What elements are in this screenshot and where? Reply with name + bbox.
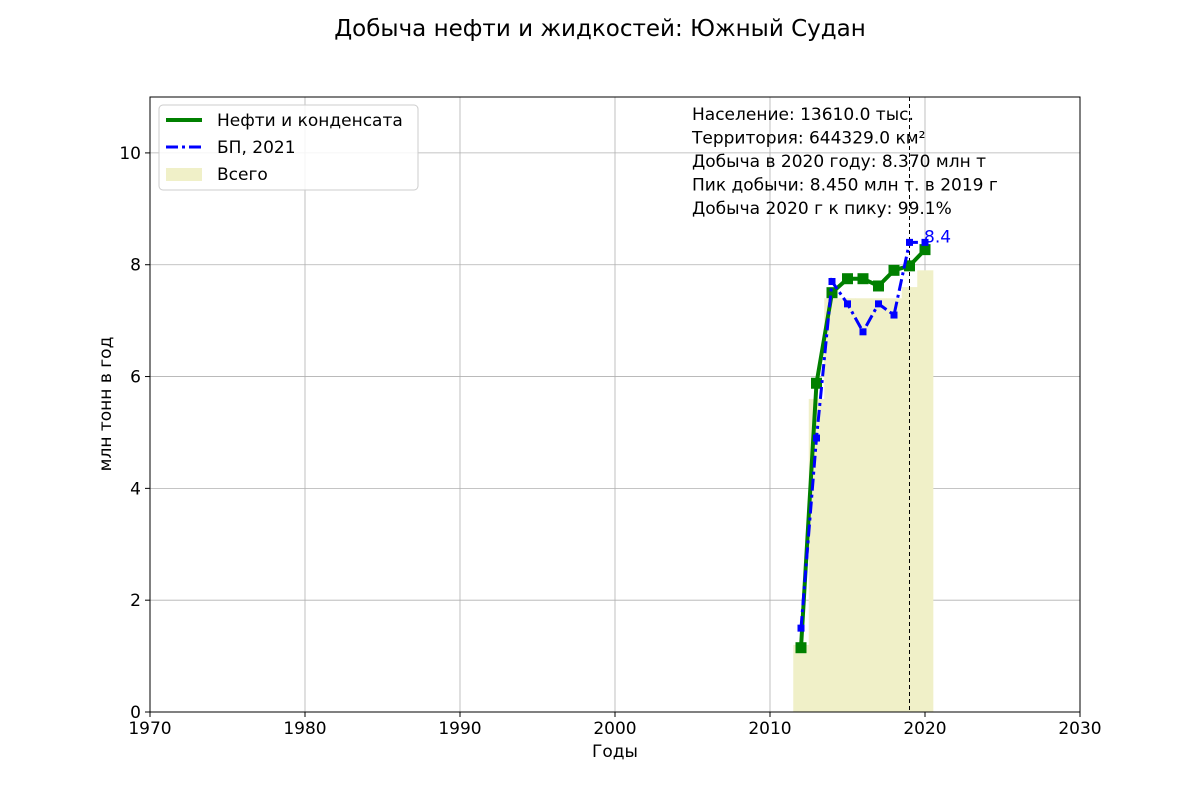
chart-title: Добыча нефти и жидкостей: Южный Судан xyxy=(334,16,866,42)
x-axis-ticks: 1970 1980 1990 2000 2010 2020 2030 xyxy=(128,712,1102,739)
point-oil xyxy=(904,260,915,272)
x-tick-label: 2020 xyxy=(903,719,946,739)
point-bp xyxy=(797,624,805,632)
point-bp xyxy=(875,300,882,308)
legend-label: Всего xyxy=(217,165,268,185)
y-tick-label: 6 xyxy=(130,368,141,388)
point-bp xyxy=(813,434,820,442)
point-oil xyxy=(888,264,900,276)
legend-swatch-total xyxy=(166,168,202,181)
x-tick-label: 2000 xyxy=(593,719,636,739)
x-tick-label: 2030 xyxy=(1058,719,1101,739)
point-oil xyxy=(826,287,838,299)
series-lines xyxy=(795,238,931,654)
legend-frame xyxy=(158,104,419,191)
peak-value-label: 8.4 xyxy=(924,227,951,247)
point-bp xyxy=(890,311,898,319)
y-axis-label: млн тонн в год xyxy=(96,337,116,472)
info-line: Население: 13610.0 тыс. xyxy=(692,105,914,125)
x-tick-label: 1990 xyxy=(438,719,481,739)
bar-total xyxy=(793,644,810,712)
point-bp xyxy=(844,300,851,308)
legend-label: БП, 2021 xyxy=(217,138,296,158)
point-bp xyxy=(921,238,929,246)
bars-total xyxy=(793,270,934,712)
info-line: Пик добычи: 8.450 млн т. в 2019 г xyxy=(692,176,998,196)
info-line: Добыча 2020 г к пику: 99.1% xyxy=(692,199,952,219)
info-box: Население: 13610.0 тыс. Территория: 64432… xyxy=(691,105,998,219)
x-tick-label: 1980 xyxy=(283,719,326,739)
y-tick-label: 10 xyxy=(119,144,141,164)
x-tick-label: 1970 xyxy=(128,719,171,739)
point-oil xyxy=(811,377,822,389)
y-axis-ticks: 0 2 4 6 8 10 xyxy=(119,144,150,723)
y-tick-label: 2 xyxy=(130,591,141,611)
y-tick-label: 8 xyxy=(130,256,141,276)
bar-total xyxy=(855,298,872,712)
info-line: Добыча в 2020 году: 8.370 млн т xyxy=(692,152,986,172)
legend: Нефти и конденсата БП, 2021 Всего xyxy=(158,104,419,191)
point-oil xyxy=(873,280,884,292)
bar-total xyxy=(839,298,856,712)
point-oil xyxy=(857,273,869,285)
point-bp xyxy=(906,238,913,246)
bar-total xyxy=(917,270,934,712)
point-oil xyxy=(919,244,931,256)
bar-total xyxy=(824,298,841,712)
x-axis-label: Годы xyxy=(592,742,638,762)
bar-total xyxy=(870,298,887,712)
bar-total xyxy=(886,298,903,712)
legend-label: Нефти и конденсата xyxy=(217,111,403,131)
peak-annotation: 8.4 xyxy=(924,227,951,247)
y-tick-label: 0 xyxy=(130,703,141,723)
point-oil xyxy=(842,273,853,285)
info-line: Территория: 644329.0 км² xyxy=(691,129,925,149)
point-bp xyxy=(828,278,836,285)
point-oil xyxy=(795,642,807,654)
x-tick-label: 2010 xyxy=(748,719,791,739)
point-bp xyxy=(859,328,867,336)
y-tick-label: 4 xyxy=(130,479,141,499)
